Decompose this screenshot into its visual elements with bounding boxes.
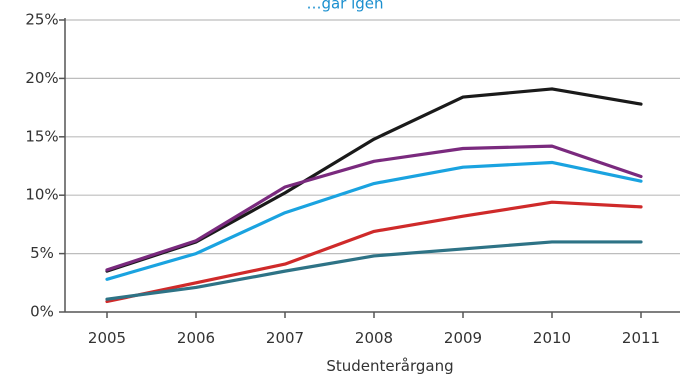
axes — [59, 18, 680, 318]
series-line-4 — [105, 200, 643, 304]
x-tick-labels: 2005 2006 2007 2008 2009 2010 2011 — [88, 329, 660, 347]
grid-lines — [65, 19, 680, 255]
x-tick-label: 2008 — [355, 329, 393, 347]
x-tick-label: 2009 — [444, 329, 482, 347]
x-tick-label: 2006 — [177, 329, 215, 347]
chart-title: …går igen — [306, 0, 383, 13]
series-line-2 — [105, 144, 643, 272]
series-line-3 — [105, 160, 643, 281]
y-tick-label: 0% — [30, 303, 54, 321]
series-line-5 — [105, 240, 643, 301]
x-axis-title: Studenterårgang — [326, 357, 453, 375]
y-tick-label: 15% — [25, 127, 58, 145]
y-tick-labels: 0% 5% 10% 15% 20% 25% — [25, 11, 58, 321]
x-tick-label: 2011 — [622, 329, 660, 347]
y-tick-label: 20% — [25, 69, 58, 87]
series-lines — [105, 87, 643, 304]
x-tick-label: 2010 — [533, 329, 571, 347]
y-tick-label: 10% — [25, 186, 58, 204]
x-tick-label: 2005 — [88, 329, 126, 347]
y-tick-label: 25% — [25, 11, 58, 29]
x-tick-label: 2007 — [266, 329, 304, 347]
y-tick-label: 5% — [30, 244, 54, 262]
